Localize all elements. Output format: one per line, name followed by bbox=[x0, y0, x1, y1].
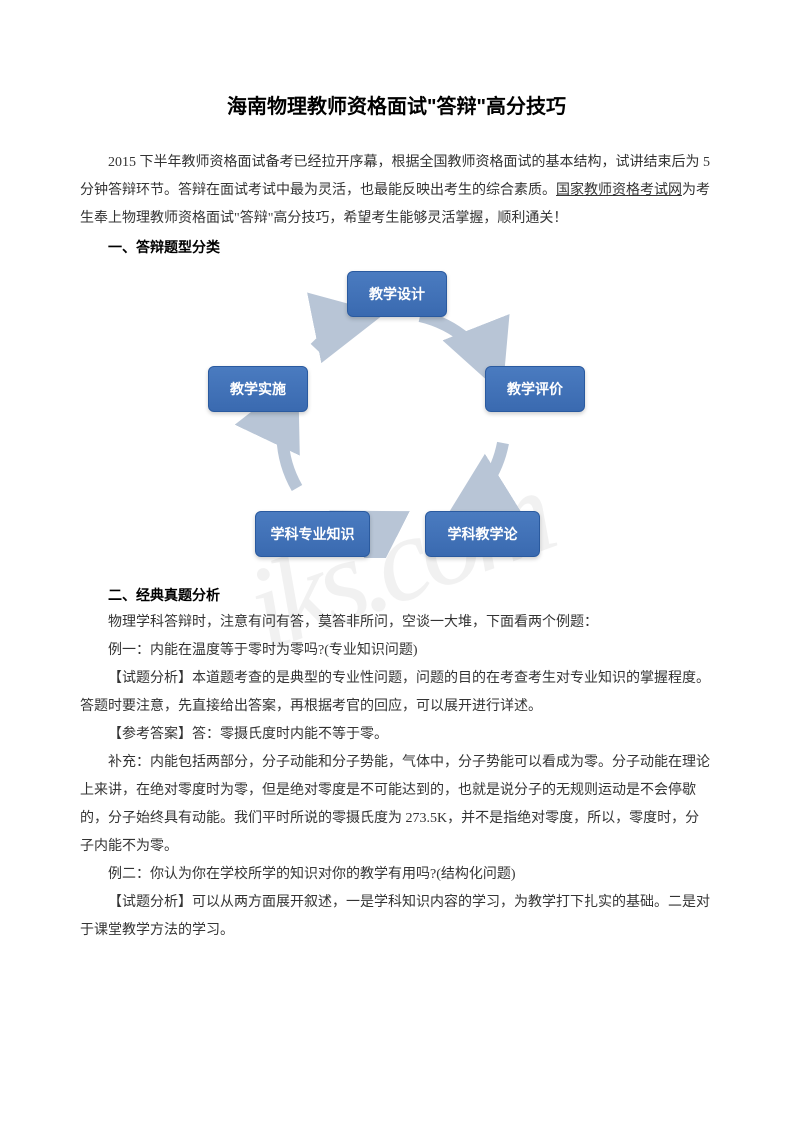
section2-p4: 【参考答案】答：零摄氏度时内能不等于零。 bbox=[80, 721, 713, 749]
section2-p3: 【试题分析】本道题考查的是典型的专业性问题，问题的目的在考查考生对专业知识的掌握… bbox=[80, 665, 713, 721]
node-teaching-evaluation: 教学评价 bbox=[485, 366, 585, 412]
section2-p1: 物理学科答辩时，注意有问有答，莫答非所问，空谈一大堆，下面看两个例题： bbox=[80, 609, 713, 637]
node-teaching-implementation: 教学实施 bbox=[208, 366, 308, 412]
exam-website-link[interactable]: 国家教师资格考试网 bbox=[556, 183, 682, 198]
section2-p6: 例二：你认为你在学校所学的知识对你的教学有用吗?(结构化问题) bbox=[80, 861, 713, 889]
classification-diagram: 教学设计 教学评价 教学实施 学科专业知识 学科教学论 bbox=[80, 266, 713, 576]
section1-header: 一、答辩题型分类 bbox=[80, 233, 713, 261]
page-title: 海南物理教师资格面试"答辩"高分技巧 bbox=[80, 90, 713, 119]
section2-p7: 【试题分析】可以从两方面展开叙述，一是学科知识内容的学习，为教学打下扎实的基础。… bbox=[80, 889, 713, 945]
section2-p5: 补充：内能包括两部分，分子动能和分子势能，气体中，分子势能可以看成为零。分子动能… bbox=[80, 749, 713, 861]
section2-p2: 例一：内能在温度等于零时为零吗?(专业知识问题) bbox=[80, 637, 713, 665]
node-teaching-design: 教学设计 bbox=[347, 271, 447, 317]
section2-header: 二、经典真题分析 bbox=[80, 581, 713, 609]
node-subject-pedagogy: 学科教学论 bbox=[425, 511, 540, 557]
node-subject-knowledge: 学科专业知识 bbox=[255, 511, 370, 557]
document-content: 海南物理教师资格面试"答辩"高分技巧 2015 下半年教师资格面试备考已经拉开序… bbox=[80, 90, 713, 945]
intro-paragraph: 2015 下半年教师资格面试备考已经拉开序幕，根据全国教师资格面试的基本结构，试… bbox=[80, 149, 713, 233]
